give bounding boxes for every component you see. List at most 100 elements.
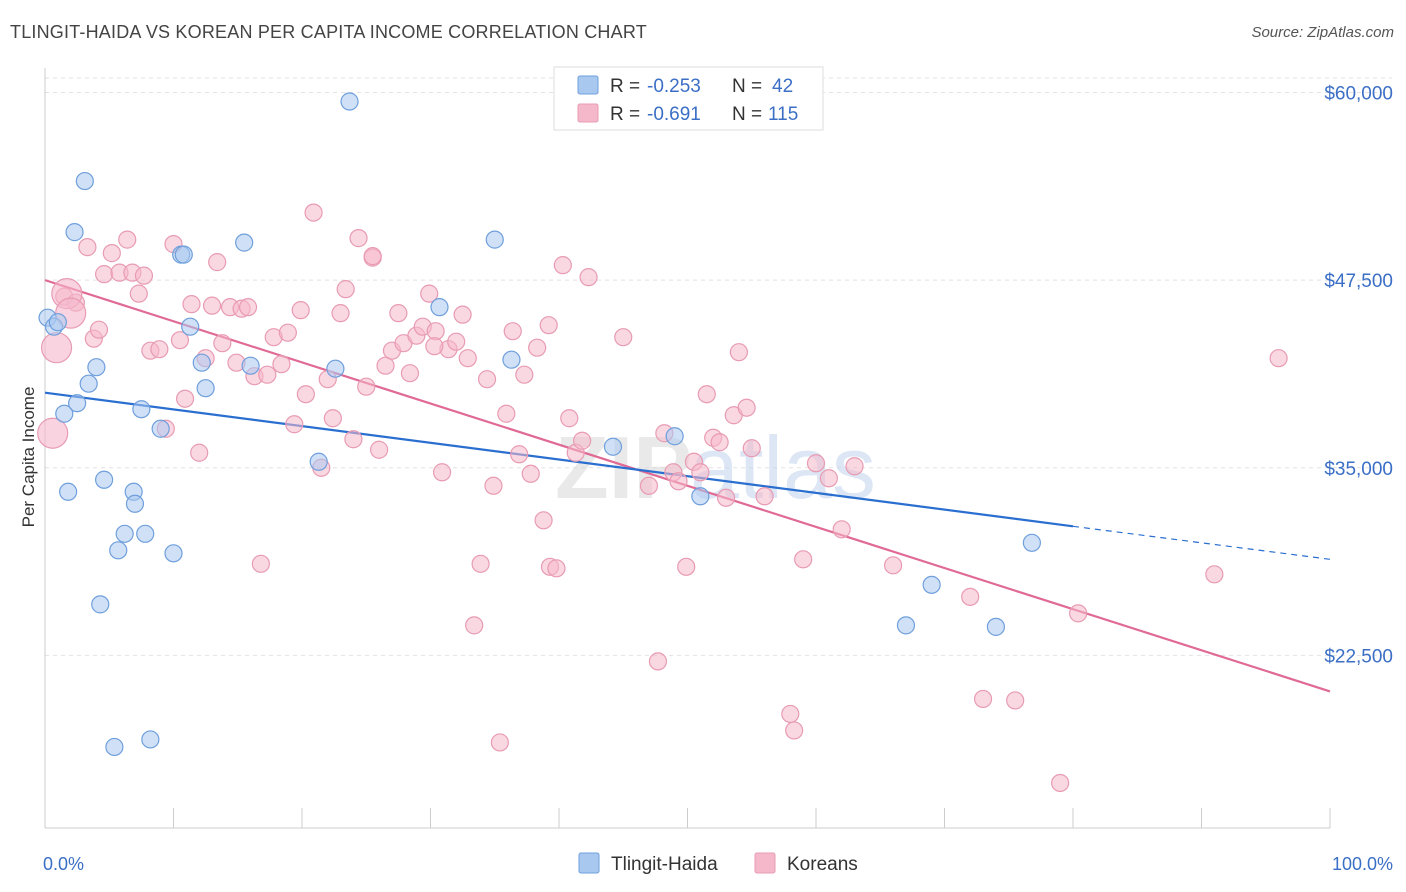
koreans-point	[40, 332, 73, 364]
x-tick-label: 100.0%	[1332, 854, 1393, 874]
koreans-point	[648, 652, 668, 671]
legend-swatch-tlingit	[577, 75, 599, 95]
tlingit-haida-point	[502, 350, 521, 369]
y-axis-label: Per Capita Income	[19, 387, 38, 528]
tlingit-haida-point	[164, 544, 183, 563]
koreans-point	[539, 316, 558, 335]
legend-r-value: -0.691	[647, 104, 701, 125]
koreans-point	[400, 364, 420, 383]
koreans-point	[560, 409, 579, 428]
koreans-point	[349, 229, 368, 248]
y-tick-label: $60,000	[1324, 84, 1393, 105]
koreans-point	[639, 476, 659, 495]
koreans-point	[453, 305, 472, 324]
koreans-point	[794, 550, 813, 569]
koreans-point	[573, 431, 592, 450]
koreans-point	[190, 443, 209, 462]
koreans-point	[961, 587, 980, 606]
tlingit-haida-point	[196, 379, 215, 398]
koreans-point	[118, 230, 137, 249]
koreans-point	[528, 338, 547, 357]
legend-n-value: 42	[772, 76, 793, 97]
legend-n-label: N =	[732, 104, 762, 125]
koreans-point	[336, 280, 355, 299]
koreans-point	[742, 439, 761, 458]
tlingit-haida-point	[241, 356, 260, 375]
legend-r-label: R =	[610, 104, 640, 125]
axes	[44, 68, 1331, 829]
tlingit-haida-point	[986, 617, 1006, 636]
tlingit-haida-point	[192, 353, 211, 372]
y-tick-label: $22,500	[1324, 646, 1393, 667]
koreans-point	[691, 463, 710, 482]
koreans-point	[129, 284, 148, 303]
koreans-point	[285, 415, 304, 434]
tlingit-haida-trend-line	[44, 391, 1074, 528]
series-legend: Tlingit-Haida Koreans	[578, 852, 858, 875]
koreans-point	[716, 488, 736, 507]
koreans-point	[95, 265, 114, 284]
koreans-point	[447, 332, 466, 351]
koreans-point	[1205, 565, 1224, 584]
legend-swatch-tlingit-haida	[578, 852, 600, 874]
x-tick-labels: 0.0% 100.0%	[43, 854, 1393, 874]
x-tick-label: 0.0%	[43, 854, 84, 874]
tlingit-haida-point	[141, 730, 160, 749]
tlingit-haida-point	[68, 394, 87, 413]
koreans-point	[208, 253, 227, 272]
koreans-point	[510, 445, 529, 464]
koreans-point	[213, 334, 232, 353]
koreans-point	[785, 721, 804, 740]
y-tick-label: $47,500	[1324, 271, 1393, 292]
koreans-point	[503, 322, 522, 341]
koreans-point	[534, 511, 553, 530]
koreans-point	[710, 433, 729, 452]
koreans-point	[819, 469, 838, 488]
koreans-point	[614, 328, 633, 347]
tlingit-haida-point	[55, 404, 74, 423]
tlingit-haida-point	[136, 524, 155, 543]
koreans-point	[1051, 773, 1070, 793]
koreans-point	[426, 322, 445, 341]
tlingit-haida-point	[235, 233, 254, 252]
koreans-point	[669, 472, 688, 491]
koreans-point	[37, 417, 69, 449]
tlingit-haida-point	[105, 737, 124, 757]
koreans-point	[78, 238, 97, 257]
trend-lines	[44, 279, 1331, 693]
tlingit-haida-point	[151, 419, 170, 438]
koreans-point	[458, 349, 477, 368]
koreans-point	[883, 556, 903, 575]
koreans-point	[1269, 349, 1288, 368]
tlingit-haida-point	[65, 223, 84, 242]
chart-title: TLINGIT-HAIDA VS KOREAN PER CAPITA INCOM…	[10, 22, 647, 42]
koreans-point	[323, 409, 342, 428]
koreans-point	[251, 554, 270, 573]
tlingit-haida-point	[48, 313, 67, 332]
tlingit-haida-point	[174, 245, 193, 264]
koreans-point	[357, 377, 376, 396]
legend-n-label: N =	[732, 76, 762, 97]
stats-legend-box	[553, 66, 824, 131]
tlingit-haida-point	[922, 575, 941, 594]
koreans-point	[331, 304, 350, 323]
tlingit-haida-point	[109, 541, 128, 560]
koreans-point	[344, 430, 363, 449]
koreans-point	[425, 337, 444, 356]
koreans-point	[170, 331, 190, 350]
source-label: Source: ZipAtlas.com	[1251, 24, 1394, 41]
koreans-point	[304, 203, 323, 222]
tlingit-haida-point	[91, 595, 110, 614]
tlingit-haida-point	[691, 487, 710, 506]
y-tick-label: $35,000	[1324, 459, 1393, 480]
koreans-point	[729, 343, 749, 362]
koreans-point	[737, 398, 756, 417]
koreans-point	[697, 385, 716, 404]
koreans-point	[134, 266, 154, 285]
tlingit-haida-point	[665, 427, 684, 446]
koreans-point	[521, 464, 540, 483]
koreans-point	[258, 365, 277, 384]
koreans-point	[272, 355, 291, 374]
koreans-point	[973, 689, 993, 709]
